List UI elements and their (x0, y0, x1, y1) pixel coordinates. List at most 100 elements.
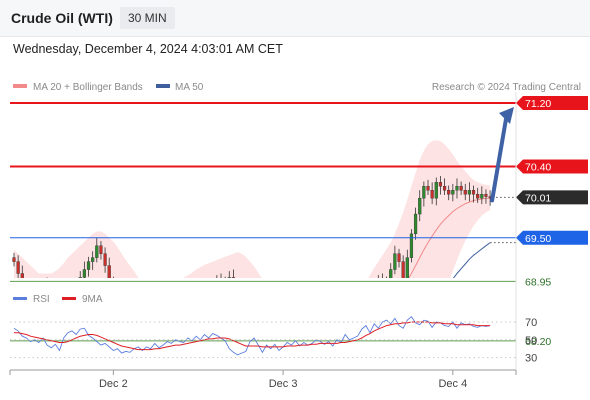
rsi-legend: RSI (33, 294, 50, 305)
candle-body (99, 245, 103, 254)
candle-body (451, 190, 455, 195)
ma9-legend: 9MA (82, 294, 103, 305)
resistance-price-tag (516, 96, 588, 110)
rsi-tick-label: 70 (525, 317, 537, 329)
candle-body (174, 301, 177, 309)
candle-body (459, 186, 463, 191)
ma9-line (14, 321, 491, 351)
candle-body (430, 190, 434, 199)
resistance-price-tag (516, 159, 588, 174)
candle-body (112, 281, 115, 293)
candle-body (50, 285, 53, 301)
candle-body (25, 285, 28, 297)
candle-body (397, 253, 401, 262)
x-axis: Dec 2 Dec 3 Dec 4 (9, 370, 517, 390)
candle-body (86, 261, 91, 270)
ma20-legend-swatch (13, 84, 27, 88)
candle-body (199, 293, 202, 297)
candle-body (224, 281, 227, 285)
candle-body (107, 265, 111, 278)
ma20-line (408, 197, 491, 278)
candle-body (191, 301, 194, 309)
candle-body (315, 341, 318, 349)
candle-body (75, 297, 78, 317)
rsi-tick-label: 50 (525, 335, 537, 347)
current-price-tag (516, 190, 588, 205)
candle-body (290, 349, 293, 353)
candle-body (195, 293, 198, 301)
timeframe-button[interactable]: 30 MIN (120, 7, 175, 29)
candle-body (16, 261, 20, 274)
candle-body (476, 193, 480, 199)
candle-body (381, 281, 384, 285)
resistance-price-label: 71.20 (525, 98, 551, 110)
candle-body (141, 337, 144, 349)
candle-body (344, 329, 347, 333)
rsi-axis: 70 50 30 (10, 317, 537, 365)
candle-body (186, 305, 189, 309)
candle-body (58, 309, 61, 317)
candle-body (231, 277, 236, 278)
rsi-plot-area (13, 316, 491, 356)
ma9-legend-swatch (62, 297, 76, 300)
candle-body (220, 281, 223, 285)
candle-body (120, 301, 123, 313)
candle-body (124, 313, 127, 325)
candle-body (29, 297, 32, 309)
candle-body (46, 285, 49, 289)
timestamp: Wednesday, December 4, 2024 4:03:01 AM C… (13, 42, 283, 56)
candle-body (170, 309, 173, 317)
header-bar: Crude Oil (WTI) 30 MIN (0, 0, 590, 37)
candle-body (162, 313, 165, 321)
main-plot-area (12, 140, 492, 362)
candle-body (484, 193, 488, 197)
forecast-arrow-head (499, 107, 514, 124)
candle-body (463, 190, 467, 195)
candle-body (405, 257, 409, 278)
candle-body (447, 190, 451, 195)
candle-body (54, 301, 57, 309)
candle-body (282, 353, 285, 357)
rsi-legend-swatch (13, 297, 27, 300)
candle-body (153, 317, 156, 325)
pivot-price-label: 69.50 (525, 233, 551, 245)
candle-body (158, 313, 161, 317)
pivot-price-tag (516, 230, 588, 245)
candle-body (348, 325, 351, 333)
candle-body (203, 289, 206, 297)
candle-body (422, 186, 426, 199)
candle-body (442, 186, 447, 191)
candle-body (471, 190, 476, 195)
candle-body (95, 245, 99, 258)
candle-body (261, 361, 264, 362)
candle-body (434, 182, 438, 199)
candle-body (319, 349, 322, 357)
candle-body (145, 329, 148, 337)
candle-body (227, 277, 231, 278)
candle-body (286, 349, 289, 357)
candle-body (393, 253, 397, 270)
candle-body (294, 349, 297, 353)
current-price-label: 70.01 (525, 192, 551, 204)
candle-body (103, 253, 107, 266)
candle-body (340, 329, 343, 337)
candle-body (182, 297, 185, 305)
candle-body (20, 273, 24, 278)
levels-layer: 71.20 70.40 70.01 69.50 68.95 68.20 (10, 96, 588, 348)
support-label: 68.20 (525, 336, 551, 348)
candle-body (360, 301, 363, 309)
candle-body (480, 193, 484, 199)
candle-body (327, 345, 330, 353)
ma20-bollinger-legend: MA 20 + Bollinger Bands (33, 82, 143, 93)
candle-body (33, 309, 36, 313)
candle-body (413, 213, 418, 235)
candle-body (426, 186, 430, 191)
candle-body (455, 186, 459, 191)
forecast-arrow-shaft (490, 117, 508, 203)
candle-body (178, 297, 181, 301)
candle-body (91, 257, 95, 262)
candle-body (133, 337, 136, 353)
candle-body (149, 325, 152, 329)
candle-body (418, 197, 422, 215)
candle-body (409, 233, 414, 258)
